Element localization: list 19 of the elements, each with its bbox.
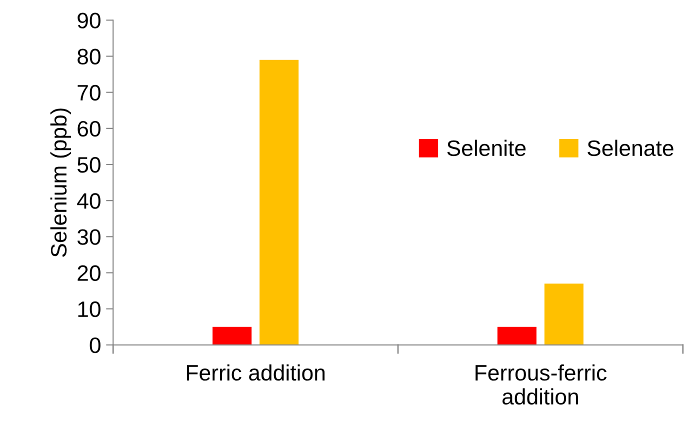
bar <box>544 284 584 345</box>
legend-label: Selenite <box>447 140 526 156</box>
bar <box>497 326 536 345</box>
y-tick-label: 30 <box>77 229 100 245</box>
bar <box>260 60 299 345</box>
x-tick-label: Ferric addition <box>186 364 325 381</box>
y-tick-label: 40 <box>77 193 100 209</box>
y-axis-title: Selenium (ppb) <box>50 108 72 257</box>
bar <box>212 326 252 345</box>
y-tick-label: 70 <box>78 84 100 101</box>
y-tick-label: 20 <box>78 265 100 282</box>
y-tick-label: 0 <box>90 337 100 354</box>
x-tick-label: Ferrous-ferric addition <box>476 364 607 405</box>
y-tick-label: 10 <box>78 301 100 318</box>
y-tick-label: 90 <box>78 12 100 28</box>
y-tick-label: 50 <box>77 157 100 173</box>
legend-label: Selenate <box>588 140 674 156</box>
y-tick-label: 60 <box>78 120 100 137</box>
y-tick-label: 80 <box>78 48 100 65</box>
